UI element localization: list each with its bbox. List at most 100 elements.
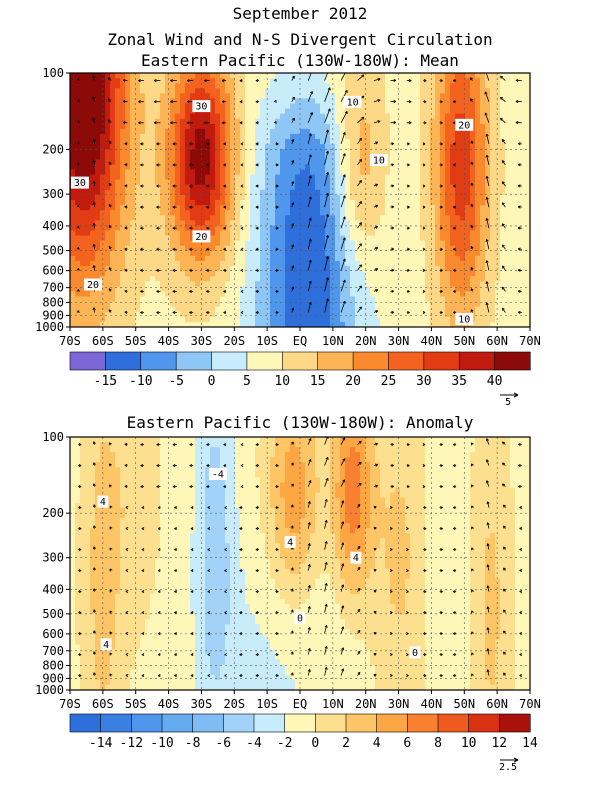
x-tick-label: 20S [223, 334, 245, 348]
contour-label: 10 [455, 313, 474, 326]
y-tick-label: 800 [42, 658, 64, 672]
x-tick-label: 10N [322, 334, 344, 348]
colorbar-tick-label: -4 [246, 736, 262, 751]
colorbar-swatch [105, 351, 142, 371]
y-tick-label: 100 [42, 66, 64, 80]
x-tick-label: 70S [59, 334, 81, 348]
y-tick-label: 900 [42, 671, 64, 685]
colorbar-swatch [131, 713, 163, 733]
anomaly-panel-title: Eastern Pacific (130W-180W): Anomaly [127, 413, 474, 432]
colorbar-tick-label: 40 [487, 374, 503, 389]
x-tick-label: 40S [158, 697, 180, 711]
colorbar-swatch [282, 351, 319, 371]
colorbar-tick-label: -8 [185, 736, 201, 751]
contour-label: 4 [97, 495, 109, 508]
colorbar-swatch [69, 713, 102, 733]
contour-label: 30 [192, 100, 211, 113]
colorbar-swatch [458, 351, 496, 371]
y-tick-label: 600 [42, 264, 64, 278]
grid-lines [69, 72, 531, 328]
colorbar-tick-label: 35 [451, 374, 467, 389]
colorbar-tick-label: 8 [434, 736, 442, 751]
x-tick-label: 40N [421, 697, 443, 711]
colorbar-tick-label: -12 [120, 736, 143, 751]
colorbar-tick-label: -6 [215, 736, 231, 751]
x-tick-label: 60N [486, 334, 508, 348]
y-tick-label: 400 [42, 219, 64, 233]
y-tick-label: 300 [42, 187, 64, 201]
colorbar-tick-label: -10 [129, 374, 152, 389]
x-tick-label: 30N [388, 697, 410, 711]
x-tick-label: 40N [421, 334, 443, 348]
y-tick-label: 600 [42, 627, 64, 641]
x-tick-label: 50N [453, 697, 475, 711]
colorbar-tick-label: 6 [403, 736, 411, 751]
contour-label: 4 [350, 551, 362, 564]
colorbar-swatch [468, 713, 500, 733]
y-tick-label: 500 [42, 244, 64, 258]
colorbar-tick-label: 25 [381, 374, 397, 389]
colorbar-swatch [192, 713, 224, 733]
mean-colorbar: -15 -10 -5 0 5 10 15 20 25 30 35 405 [69, 351, 531, 408]
x-tick-label: 10S [256, 334, 278, 348]
y-tick-label: 500 [42, 607, 64, 621]
x-tick-label: 30N [388, 334, 410, 348]
x-tick-label: 50S [125, 334, 147, 348]
colorbar-tick-label: 5 [243, 374, 251, 389]
y-tick-label: 900 [42, 308, 64, 322]
x-tick-label: 20S [223, 697, 245, 711]
colorbar-swatch [494, 351, 531, 371]
colorbar-swatch [140, 351, 177, 371]
colorbar-swatch [376, 713, 408, 733]
colorbar-swatch [211, 351, 248, 371]
colorbar-swatch [315, 713, 347, 733]
x-tick-label: 40S [158, 334, 180, 348]
y-tick-label: 1000 [35, 320, 64, 334]
colorbar-tick-label: 2 [342, 736, 350, 751]
x-tick-label: 30S [191, 697, 213, 711]
colorbar-tick-label: 30 [416, 374, 432, 389]
y-tick-label: 400 [42, 582, 64, 596]
y-tick-label: 700 [42, 644, 64, 658]
colorbar-swatch [161, 713, 194, 733]
x-tick-label: 20N [355, 697, 377, 711]
x-tick-label: 50S [125, 697, 147, 711]
contour-label: 4 [284, 536, 296, 549]
x-tick-label: 60S [92, 334, 114, 348]
colorbar-tick-label: 0 [311, 736, 319, 751]
reference-vector-label: 5 [505, 397, 511, 408]
mean-panel: 30 20 30 20 10 10 20 10 70S 60S 50S 40S 30S 20S 10S EQ 1… [35, 66, 541, 348]
colorbar-swatch [317, 351, 354, 371]
contour-label: 0 [409, 646, 421, 659]
y-tick-label: 1000 [35, 683, 64, 697]
figure-title-line1: September 2012 [233, 4, 368, 23]
colorbar-tick-label: 20 [345, 374, 361, 389]
shaded-field [70, 73, 530, 327]
colorbar-swatch [284, 713, 316, 733]
y-tick-label: 300 [42, 551, 64, 565]
x-tick-label: 60S [92, 697, 114, 711]
contour-label: 10 [343, 95, 362, 108]
y-tick-label: 800 [42, 295, 64, 309]
contour-label: 4 [100, 638, 112, 651]
colorbar-tick-label: 4 [373, 736, 381, 751]
x-tick-label: 20N [355, 334, 377, 348]
colorbar-swatch [388, 351, 425, 371]
circulation-vectors [78, 437, 523, 678]
x-tick-label: 50N [453, 334, 475, 348]
y-tick-label: 200 [42, 142, 64, 156]
y-tick-label: 700 [42, 281, 64, 295]
colorbar-tick-label: 15 [310, 374, 326, 389]
anomaly-colorbar: -14 -12 -10 -8 -6 -4 -2 0 2 4 6 8 10 12 14 2.5 [69, 713, 538, 773]
x-tick-label: 30S [191, 334, 213, 348]
x-tick-label: EQ [293, 697, 307, 711]
x-tick-label: 60N [486, 697, 508, 711]
colorbar-swatch [345, 713, 378, 733]
colorbar-swatch [423, 351, 460, 371]
reference-vector-label: 2.5 [499, 762, 517, 773]
colorbar-tick-label: 12 [491, 736, 507, 751]
x-tick-label: EQ [293, 334, 307, 348]
y-tick-label: 200 [42, 506, 64, 520]
